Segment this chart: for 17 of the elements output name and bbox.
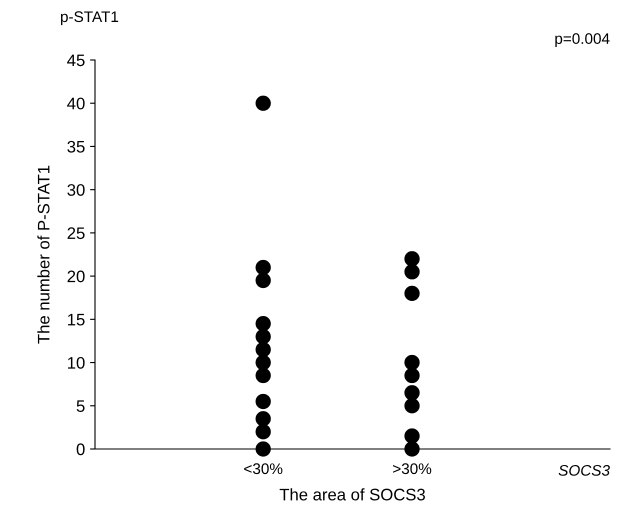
y-tick-label: 25 <box>68 227 85 240</box>
text: SOCS3 <box>558 464 610 476</box>
text: p=0.004 <box>555 33 610 48</box>
y-tick-label: 20 <box>68 270 85 282</box>
x-axis-title: The area of SOCS3 <box>280 488 425 500</box>
x-tick-label: <30% <box>244 463 282 474</box>
y-tick-label: 45 <box>67 54 85 66</box>
x-tick-label: >30% <box>393 463 432 474</box>
y-tick-label: 35 <box>67 140 85 153</box>
y-tick-label: 0 <box>76 443 85 456</box>
y-tick-label: 15 <box>68 314 85 326</box>
y-tick-label: 30 <box>67 184 85 196</box>
y-tick-label: 40 <box>67 98 85 110</box>
y-axis-title: The number of P-STAT1 <box>37 166 50 344</box>
chart-title: p-STAT1 <box>60 11 118 26</box>
y-tick-label: 5 <box>76 400 85 412</box>
y-tick-label: 10 <box>68 356 85 369</box>
